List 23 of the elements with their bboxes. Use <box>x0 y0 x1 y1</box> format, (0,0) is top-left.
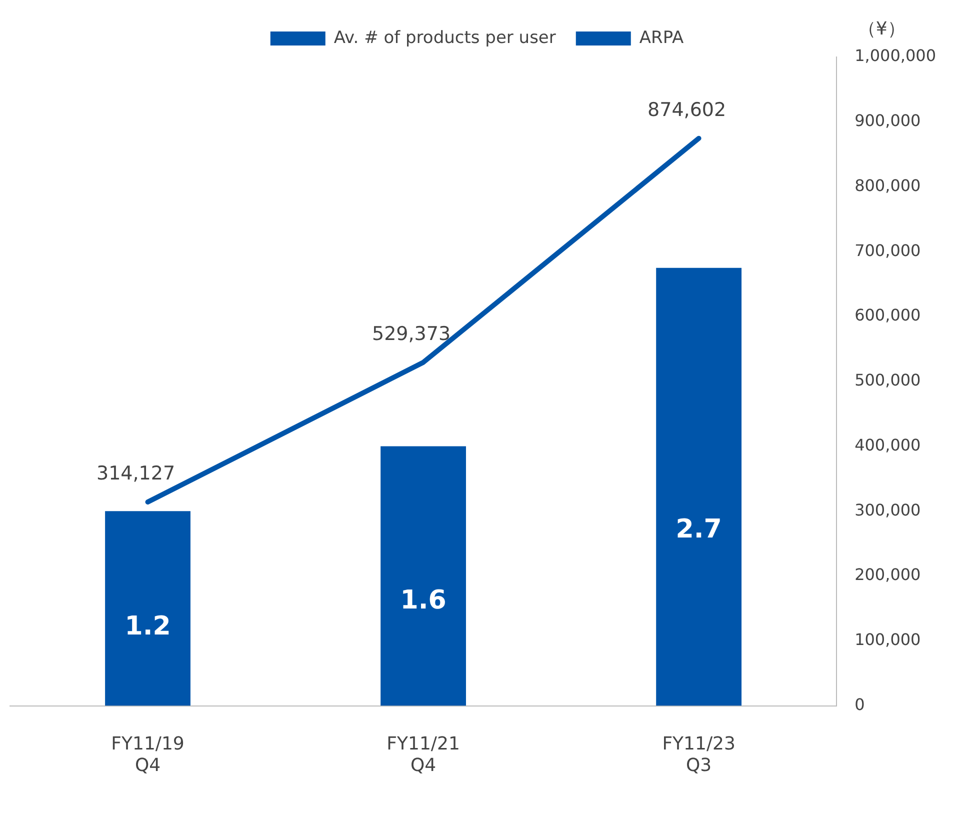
y2-tick-label: 1,000,000 <box>854 46 936 66</box>
x-tick-label: FY11/23 Q3 <box>662 733 736 776</box>
data-label: 1.6 <box>400 586 446 616</box>
y2-tick-label: 0 <box>854 694 865 714</box>
data-label: 2.7 <box>676 514 722 544</box>
x-tick-label: FY11/21 Q4 <box>386 733 460 776</box>
y2-axis-title: （¥） <box>858 18 906 40</box>
x-tick-label: FY11/19 Q4 <box>111 733 184 776</box>
y2-tick-label: 100,000 <box>854 630 921 650</box>
data-label: 314,127 <box>96 462 176 484</box>
y2-tick-label: 900,000 <box>854 111 921 130</box>
data-label: 1.2 <box>124 612 171 642</box>
y2-tick-label: 800,000 <box>854 176 921 195</box>
y2-tick-label: 700,000 <box>854 240 921 260</box>
data-label: 529,373 <box>372 322 451 345</box>
y2-tick-label: 200,000 <box>854 565 921 584</box>
y2-tick-label: 300,000 <box>854 500 921 520</box>
legend-label: Av. # of products per user <box>334 28 556 48</box>
y2-tick-label: 500,000 <box>854 370 921 390</box>
y2-tick-label: 400,000 <box>854 435 921 454</box>
legend-label: ARPA <box>639 28 684 48</box>
y2-tick-label: 600,000 <box>854 306 921 325</box>
data-label: 874,602 <box>648 98 726 121</box>
